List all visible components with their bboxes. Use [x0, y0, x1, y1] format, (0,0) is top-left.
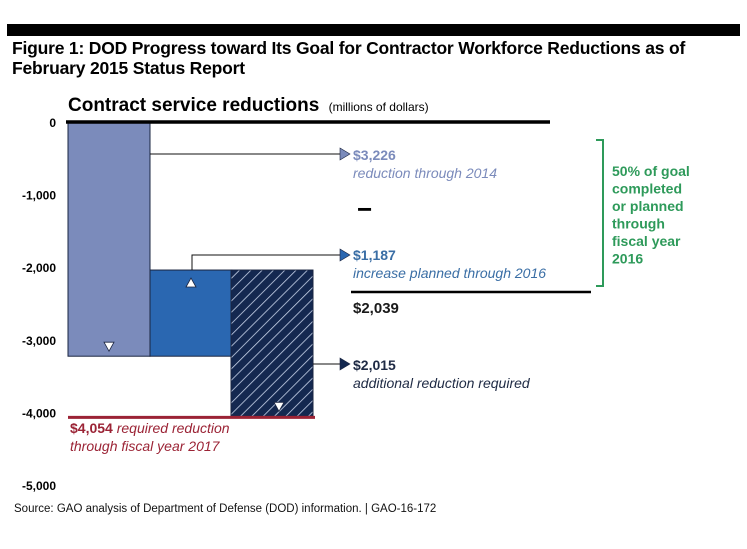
goal-note-line: through: [612, 216, 665, 232]
direction-marker-icon: [273, 401, 285, 413]
y-tick-label: -4,000: [22, 406, 56, 420]
annotation-amount-2014: $3,226: [353, 147, 396, 163]
y-tick-label: 0: [49, 116, 56, 130]
goal-note-line: or planned: [612, 198, 684, 214]
goal-bracket: [596, 139, 604, 287]
figure-title: Figure 1: DOD Progress toward Its Goal f…: [12, 38, 686, 78]
y-tick-label: -5,000: [22, 479, 56, 493]
minus-sign: −: [357, 194, 372, 224]
annotation-text-2014: reduction through 2014: [353, 165, 497, 181]
chart-title: Contract service reductions: [68, 95, 319, 116]
source-note: Source: GAO analysis of Department of De…: [14, 503, 437, 515]
annotation-amount-2016: $1,187: [353, 247, 396, 263]
goal-note-line: 2016: [612, 251, 643, 267]
arrow-right-icon: [339, 357, 351, 371]
connector-line: [191, 254, 340, 270]
required-amount: $4,054: [70, 420, 113, 436]
arrow-right-icon: [339, 248, 351, 262]
chart-units: (millions of dollars): [329, 100, 429, 114]
goal-note-line: 50% of goal: [612, 163, 690, 179]
annotation-amount-required: $2,015: [353, 357, 396, 373]
net-total: $2,039: [353, 300, 399, 317]
y-tick-label: -2,000: [22, 261, 56, 275]
goal-note-line: fiscal year: [612, 233, 681, 249]
y-tick-label: -3,000: [22, 334, 56, 348]
required-text-1: required reduction: [113, 420, 230, 436]
svg-text:Contract service reductions: Contract service reductions (millions of…: [68, 95, 429, 116]
direction-marker-icon: [103, 341, 115, 353]
y-tick-label: -1,000: [22, 189, 56, 203]
required-label-line1: $4,054 required reduction: [70, 420, 230, 436]
bar-additional-required: [230, 269, 314, 417]
goal-note-line: completed: [612, 181, 682, 197]
required-label-line2: through fiscal year 2017: [70, 438, 221, 454]
direction-marker-icon: [185, 277, 197, 288]
header-rule: [7, 24, 740, 36]
annotation-text-2016: increase planned through 2016: [353, 265, 546, 281]
annotation-text-required: additional reduction required: [353, 375, 531, 391]
arrow-right-icon: [339, 147, 351, 161]
bar-reduction-2014: [67, 121, 151, 357]
